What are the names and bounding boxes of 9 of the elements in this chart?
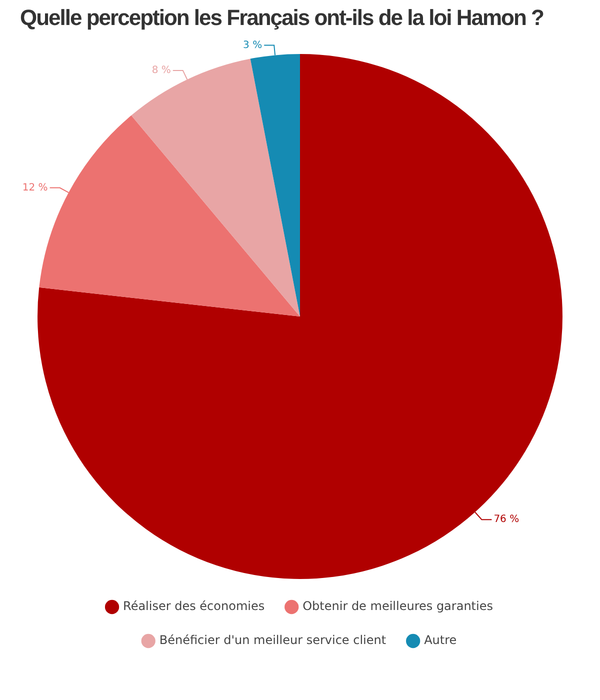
legend-label: Réaliser des économies (123, 599, 265, 614)
data-label: 12 % (22, 182, 48, 194)
data-label: 8 % (152, 65, 171, 76)
data-label: 3 % (243, 40, 262, 51)
legend-label: Autre (424, 633, 457, 648)
data-label: 76 % (494, 514, 520, 526)
chart-title: Quelle perception les Français ont-ils de la loi Hamon ? (19, 4, 544, 32)
legend-label: Obtenir de meilleures garanties (302, 599, 493, 614)
legend-label: Bénéficier d'un meilleur service client (159, 633, 386, 648)
